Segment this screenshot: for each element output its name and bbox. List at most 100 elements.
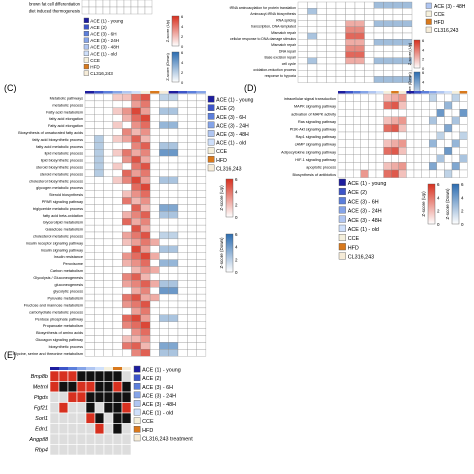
heatmap-cell [168, 162, 179, 171]
gene-label: Metrnl [33, 385, 49, 391]
heatmap-cell [140, 176, 151, 184]
heatmap-cell [392, 14, 403, 21]
heatmap-cell [85, 381, 96, 393]
heatmap-cell [159, 128, 169, 136]
heatmap-cell [94, 183, 104, 191]
panel-a-group-legend: ACE (1) - young ACE (2)ACE (3) - 6H ACE (3… [83, 17, 124, 76]
heatmap-cell [368, 101, 377, 110]
heatmap-cell [103, 162, 114, 171]
heatmap-cell [58, 370, 69, 382]
heatmap-cell [168, 224, 179, 233]
heatmap-cell [297, 51, 308, 58]
heatmap-cell [103, 183, 114, 191]
heatmap-cell [187, 169, 197, 177]
heatmap-cell [392, 51, 403, 58]
heatmap-cell [94, 149, 104, 157]
heatmap-cell [398, 139, 407, 148]
heatmap-cell [94, 231, 104, 240]
heatmap-cell [436, 139, 445, 148]
heatmap-cell [335, 1, 346, 9]
heatmap-cell [360, 116, 369, 125]
panel-d-group-legend: ACE (1) - young ACE (2) ACE (3) - 6H ACE (3… [338, 178, 386, 261]
heatmap-cell [112, 128, 123, 136]
heatmap-cell [159, 183, 169, 191]
heatmap-cell [326, 45, 337, 52]
heatmap-cell [76, 391, 87, 403]
heatmap-cell [364, 76, 375, 83]
heatmap-cell [444, 169, 453, 178]
heatmap-cell [444, 116, 453, 125]
heatmap-cell [345, 1, 356, 9]
heatmap-cell [316, 51, 327, 58]
heatmap-cell [149, 224, 160, 233]
heatmap-cell [131, 155, 141, 164]
heatmap-cell [187, 252, 197, 260]
term-label: steroid biosynthetic process [36, 166, 83, 170]
heatmap-cell [94, 342, 104, 350]
legend-label: ACE (1) - young [216, 98, 253, 104]
heatmap-cell [297, 63, 308, 71]
legend-label: ACE (3) - 24H [216, 123, 249, 129]
heatmap-cell [187, 273, 197, 281]
heatmap-header-cell [122, 367, 131, 370]
heatmap-cell [131, 335, 141, 343]
term-label: Glycolysis / Gluconeogenesis [33, 276, 83, 280]
heatmap-cell [177, 128, 188, 136]
heatmap-cell [383, 101, 392, 110]
heatmap-cell [383, 131, 392, 140]
heatmap-cell [123, 6, 132, 15]
zscore-down-tick: 2 [181, 70, 184, 75]
heatmap-cell [131, 149, 141, 157]
heatmap-cell [112, 204, 123, 212]
heatmap-cell [187, 211, 197, 219]
gene-label: Ptgds [34, 395, 48, 401]
legend-swatch [83, 17, 89, 23]
heatmap-cell [335, 57, 346, 65]
heatmap-header-cell [376, 91, 384, 94]
heatmap-cell [103, 293, 114, 302]
heatmap-cell [345, 51, 356, 58]
heatmap-cell [177, 342, 188, 350]
heatmap-cell [383, 20, 394, 27]
heatmap-cell [421, 139, 430, 148]
heatmap-header-cell [131, 91, 141, 94]
heatmap-cell [187, 162, 197, 171]
heatmap-cell [168, 266, 179, 274]
heatmap-cell [122, 128, 132, 136]
heatmap-cell [335, 20, 346, 27]
heatmap-cell [398, 124, 407, 133]
heatmap-cell [459, 116, 468, 125]
term-label: fatty acid biosynthetic process [32, 138, 83, 142]
heatmap-cell [383, 139, 392, 148]
heatmap-cell [85, 391, 96, 403]
heatmap-cell [168, 211, 179, 219]
term-label: Peroxisome [63, 262, 83, 266]
heatmap-cell [112, 266, 123, 274]
heatmap-cell [297, 32, 308, 40]
heatmap-cell [149, 314, 160, 322]
heatmap-cell [196, 128, 207, 136]
heatmap-cell [335, 39, 346, 46]
heatmap-cell [316, 26, 327, 34]
heatmap-cell [81, 0, 90, 8]
legend-swatch [338, 243, 346, 251]
heatmap-cell [196, 183, 207, 191]
heatmap-cell [345, 93, 354, 102]
heatmap-cell [177, 211, 188, 219]
heatmap-cell [84, 259, 95, 267]
heatmap-cell [436, 147, 445, 155]
heatmap-cell [168, 252, 179, 260]
heatmap-header-cell [150, 91, 160, 94]
zscore-up-tick: 0 [181, 44, 184, 49]
heatmap-cell [122, 335, 132, 343]
heatmap-cell [398, 101, 407, 110]
heatmap-cell [112, 231, 123, 240]
heatmap-cell [429, 124, 437, 133]
term-label: lipid biosynthetic process [41, 159, 83, 163]
heatmap-cell [345, 45, 356, 52]
legend-label: ACE (3) - 24H [90, 38, 119, 43]
heatmap-cell [383, 109, 392, 117]
heatmap-cell [131, 307, 141, 315]
heatmap-cell [112, 149, 123, 157]
legend-swatch [338, 215, 346, 223]
